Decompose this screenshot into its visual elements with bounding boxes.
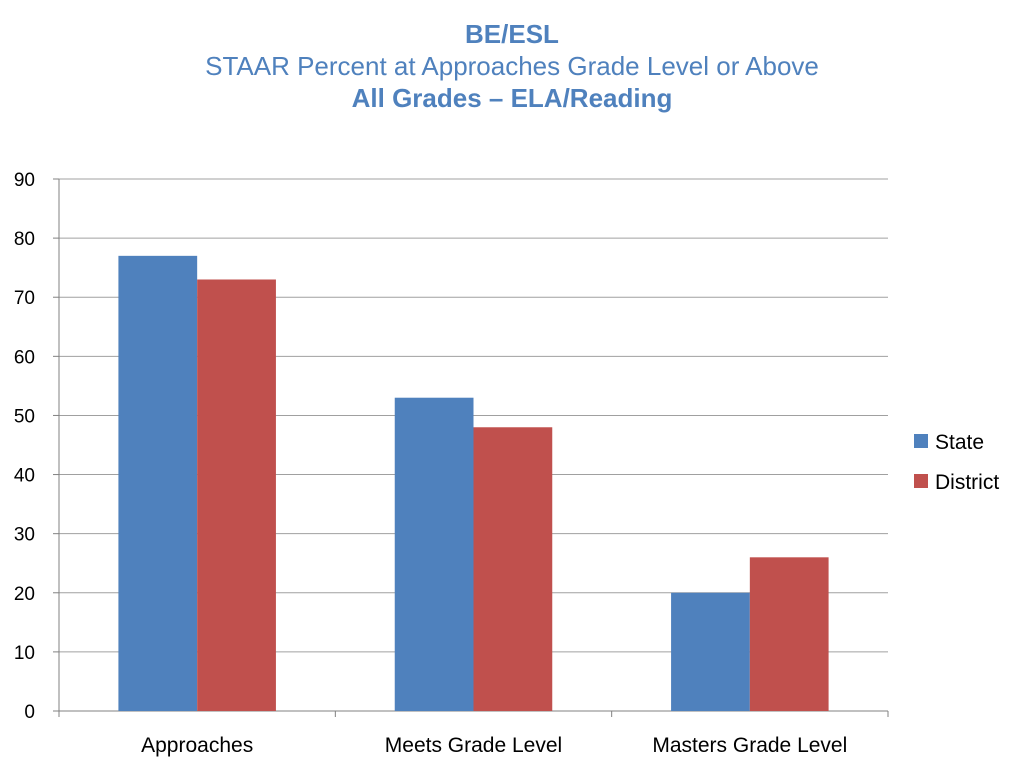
y-tick-label: 60 <box>14 347 35 368</box>
legend: State District <box>914 431 999 494</box>
bar-district-0 <box>197 279 276 711</box>
bar-district-2 <box>749 557 829 711</box>
y-tick-label: 0 <box>24 702 35 723</box>
label-layer: 0 10 20 30 40 50 60 70 80 90 Approaches Meets Grade… <box>14 170 847 757</box>
chart-subtitle-2: All Grades – ELA/Reading <box>351 83 673 113</box>
bar-state-1 <box>394 397 474 711</box>
x-category-label: Approaches <box>141 734 253 757</box>
legend-label-state: State <box>935 431 984 454</box>
y-tick-label: 50 <box>14 406 35 427</box>
chart-title: BE/ESL <box>465 19 559 49</box>
bar-layer <box>118 255 829 711</box>
y-tick-label: 40 <box>14 466 35 487</box>
legend-swatch-district <box>914 474 928 488</box>
y-tick-label: 30 <box>14 525 35 546</box>
bar-district-1 <box>473 427 553 711</box>
x-category-label: Masters Grade Level <box>652 734 847 757</box>
y-tick-label: 20 <box>14 584 35 605</box>
chart-subtitle: STAAR Percent at Approaches Grade Level … <box>205 51 819 81</box>
legend-swatch-state <box>914 434 928 448</box>
y-tick-label: 10 <box>14 643 35 664</box>
y-tick-label: 70 <box>14 288 35 309</box>
x-category-label: Meets Grade Level <box>385 734 562 757</box>
chart-title-block: BE/ESL STAAR Percent at Approaches Grade… <box>0 18 1024 114</box>
y-tick-label: 80 <box>14 229 35 250</box>
bar-state-0 <box>118 255 198 711</box>
bar-state-2 <box>671 592 750 711</box>
y-tick-label: 90 <box>14 170 35 191</box>
legend-label-district: District <box>935 471 999 494</box>
